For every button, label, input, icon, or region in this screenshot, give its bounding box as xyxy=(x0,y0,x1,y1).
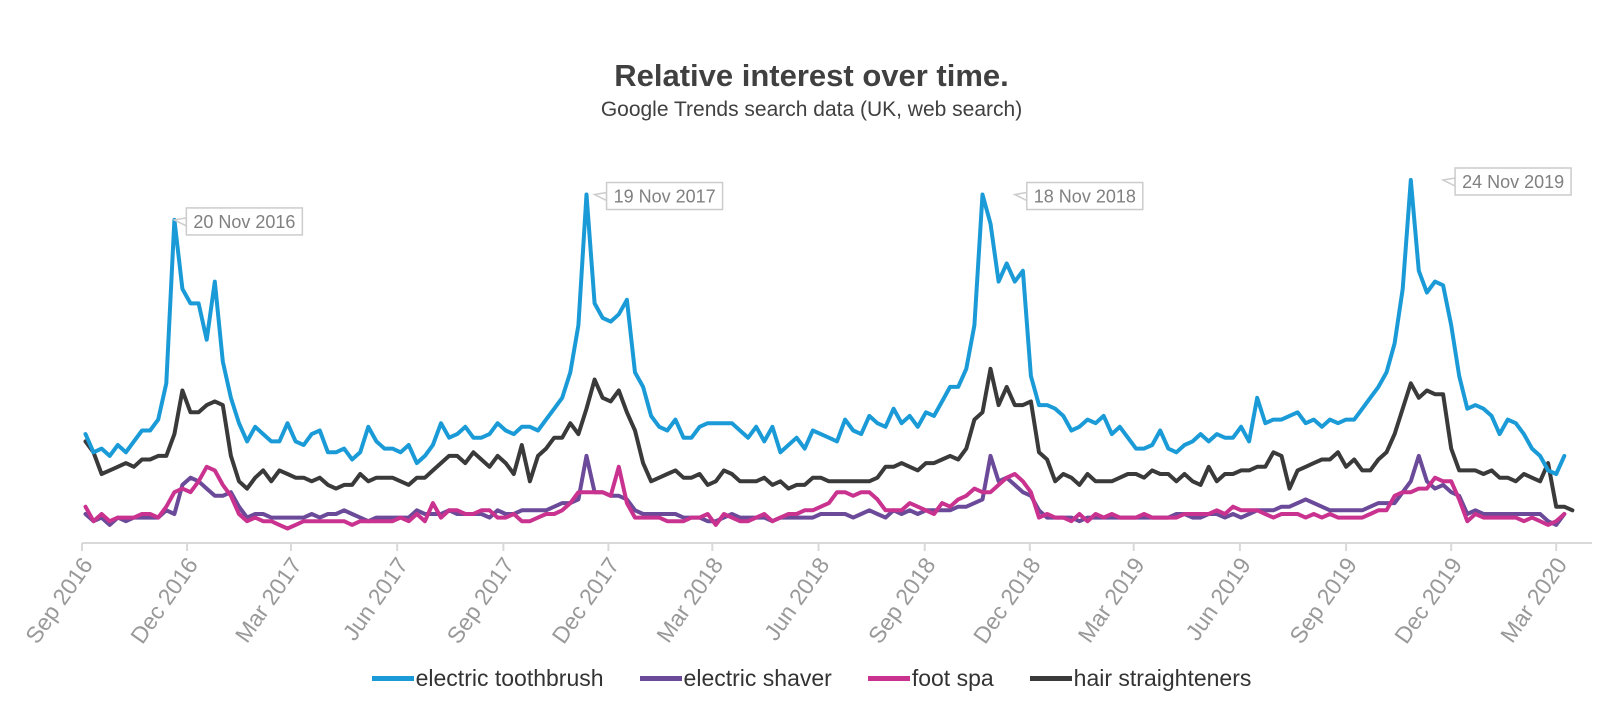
legend-label: electric shaver xyxy=(683,665,832,691)
annotation-label: 19 Nov 2017 xyxy=(614,187,716,207)
legend-label: hair straighteners xyxy=(1073,665,1252,691)
legend-item-electric-toothbrush[interactable]: electric toothbrush xyxy=(371,665,604,692)
x-tick-label: Jun 2017 xyxy=(337,553,413,645)
x-tick-label: Mar 2017 xyxy=(230,553,307,648)
legend: electric toothbrush electric shaver foot… xyxy=(0,665,1623,692)
annotation-box xyxy=(1026,181,1144,211)
x-tick-label: Sep 2018 xyxy=(863,553,941,649)
series-line-electric-shaver xyxy=(83,453,1567,527)
legend-label: foot spa xyxy=(911,665,994,691)
chart-subtitle: Google Trends search data (UK, web searc… xyxy=(600,98,1023,121)
line-chart: Sep 2016 Dec 2016 Mar 2017 Jun 2017 Sep 2017… xyxy=(20,167,1592,649)
annotation-box xyxy=(185,207,304,236)
x-tick-label: Sep 2019 xyxy=(1284,553,1362,649)
x-tick-label: Dec 2016 xyxy=(125,553,203,649)
legend-item-electric-shaver[interactable]: electric shaver xyxy=(639,665,832,692)
legend-swatch xyxy=(867,676,910,681)
series-line-foot-spa xyxy=(83,464,1567,531)
x-tick-label: Mar 2019 xyxy=(1073,553,1150,648)
annotation-pointer xyxy=(1440,177,1456,188)
x-tick-label: Sep 2016 xyxy=(20,553,98,649)
x-tick-label: Dec 2018 xyxy=(968,553,1046,649)
chart-title: Relative interest over time. xyxy=(614,58,1009,93)
x-tick-label: Dec 2019 xyxy=(1389,553,1467,649)
annotation-label: 20 Nov 2016 xyxy=(193,212,295,232)
legend-item-hair-straighteners[interactable]: hair straighteners xyxy=(1029,665,1252,692)
legend-swatch xyxy=(371,676,414,681)
series-line-electric-toothbrush xyxy=(83,178,1567,476)
x-tick-label: Jun 2018 xyxy=(759,553,835,645)
annotation-pointer xyxy=(592,191,608,202)
peak-annotation: 20 Nov 2016 xyxy=(171,207,304,236)
annotation-label: 24 Nov 2019 xyxy=(1462,172,1564,192)
legend-swatch xyxy=(639,676,682,681)
x-tick-label: Mar 2020 xyxy=(1495,553,1572,648)
peak-annotation: 18 Nov 2018 xyxy=(1012,181,1144,211)
legend-swatch xyxy=(1029,676,1072,681)
x-tick-label: Jun 2019 xyxy=(1180,553,1256,645)
series-line-hair-straighteners xyxy=(83,366,1575,513)
legend-label: electric toothbrush xyxy=(415,665,604,691)
peak-annotation: 24 Nov 2019 xyxy=(1440,167,1572,196)
peak-annotation: 19 Nov 2017 xyxy=(592,181,724,211)
annotation-box xyxy=(1454,167,1572,196)
x-tick-label: Mar 2018 xyxy=(651,553,728,648)
annotation-label: 18 Nov 2018 xyxy=(1034,187,1136,207)
annotation-box xyxy=(605,181,724,211)
legend-item-foot-spa[interactable]: foot spa xyxy=(867,665,994,692)
x-tick-label: Sep 2017 xyxy=(441,553,519,649)
annotation-pointer xyxy=(1012,191,1028,202)
x-tick-label: Dec 2017 xyxy=(546,553,624,649)
